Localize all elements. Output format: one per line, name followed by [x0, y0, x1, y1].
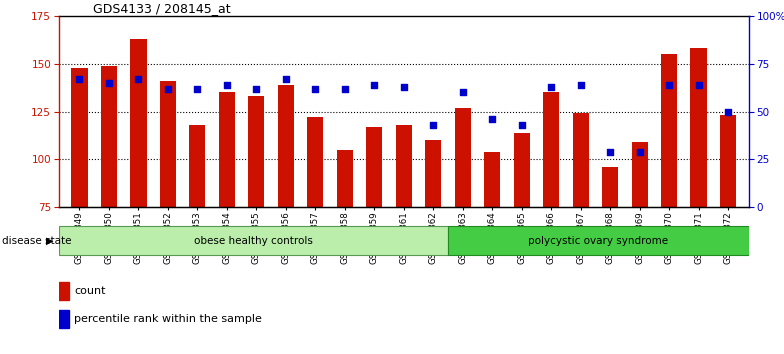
Bar	[632, 142, 648, 207]
Bar	[189, 125, 205, 207]
Bar	[101, 65, 117, 207]
Point	[132, 76, 145, 82]
Point	[604, 149, 616, 154]
Text: obese healthy controls: obese healthy controls	[194, 236, 313, 246]
Bar	[71, 68, 88, 207]
Text: polycystic ovary syndrome: polycystic ovary syndrome	[528, 236, 669, 246]
Point	[486, 116, 499, 122]
Bar	[249, 96, 264, 207]
Bar	[425, 140, 441, 207]
Point	[73, 76, 85, 82]
Point	[662, 82, 675, 87]
Point	[339, 86, 351, 91]
Point	[575, 82, 587, 87]
Point	[515, 122, 528, 128]
Text: count: count	[74, 286, 106, 296]
Bar	[396, 125, 412, 207]
Point	[250, 86, 263, 91]
Text: disease state: disease state	[2, 236, 71, 246]
Bar	[59, 310, 68, 328]
FancyBboxPatch shape	[59, 227, 448, 255]
Bar	[543, 92, 559, 207]
Bar	[219, 92, 235, 207]
Point	[191, 86, 204, 91]
Text: percentile rank within the sample: percentile rank within the sample	[74, 314, 263, 324]
Point	[692, 82, 705, 87]
Bar	[455, 108, 471, 207]
Point	[280, 76, 292, 82]
Bar	[160, 81, 176, 207]
Bar	[366, 127, 383, 207]
Point	[220, 82, 233, 87]
Bar	[661, 54, 677, 207]
Point	[633, 149, 646, 154]
Bar	[130, 39, 147, 207]
Bar	[59, 282, 68, 300]
FancyBboxPatch shape	[448, 227, 749, 255]
Bar	[514, 132, 530, 207]
Bar	[336, 150, 353, 207]
Point	[427, 122, 440, 128]
Point	[722, 109, 735, 114]
Point	[162, 86, 174, 91]
Text: GDS4133 / 208145_at: GDS4133 / 208145_at	[93, 2, 231, 15]
Bar	[278, 85, 294, 207]
Bar	[691, 48, 706, 207]
Text: ▶: ▶	[45, 236, 53, 246]
Point	[103, 80, 115, 86]
Point	[456, 90, 469, 95]
Bar	[720, 115, 736, 207]
Bar	[572, 113, 589, 207]
Point	[545, 84, 557, 90]
Point	[309, 86, 321, 91]
Point	[368, 82, 380, 87]
Bar	[602, 167, 619, 207]
Bar	[307, 117, 324, 207]
Bar	[484, 152, 500, 207]
Point	[397, 84, 410, 90]
